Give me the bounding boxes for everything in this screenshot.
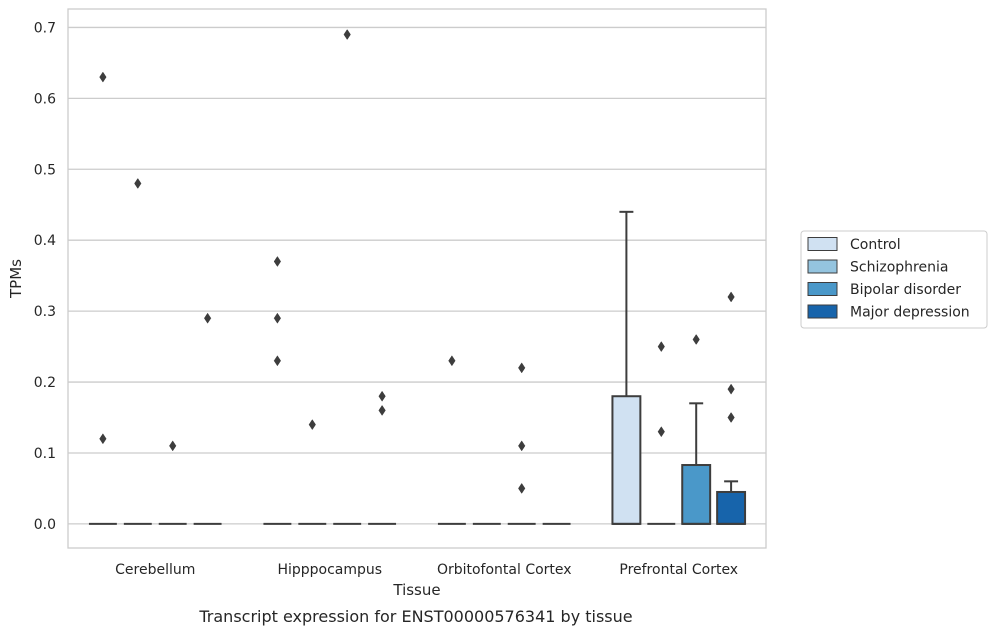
outlier-point <box>727 383 735 395</box>
outlier-point <box>343 29 351 40</box>
box-group <box>611 210 642 525</box>
outlier-point <box>99 433 107 445</box>
outlier-point <box>273 256 281 267</box>
y-tick-label: 0.3 <box>34 304 56 320</box>
outlier-point <box>692 334 700 345</box>
box-group <box>647 341 676 525</box>
box-group <box>333 29 362 525</box>
outlier-point <box>273 355 281 367</box>
outlier-point <box>727 412 735 423</box>
box-group <box>193 312 222 525</box>
y-tick-label: 0.7 <box>34 20 56 36</box>
y-tick-label: 0.4 <box>34 233 56 249</box>
box-group <box>158 440 187 525</box>
y-axis-label: TPMs <box>7 259 25 299</box>
outlier-point <box>378 404 386 416</box>
box-group <box>437 355 466 525</box>
outlier-point <box>727 291 735 303</box>
y-tick-label: 0.0 <box>34 517 56 533</box>
x-axis-ticks: Cerebellum Hipppocampus Orbitofontal Corte… <box>115 562 738 578</box>
box-group <box>263 256 292 525</box>
legend-label: Bipolar disorder <box>850 282 961 298</box>
y-tick-label: 0.5 <box>34 162 56 178</box>
outlier-point <box>518 362 526 374</box>
outlier-point <box>308 419 316 431</box>
box <box>611 395 642 525</box>
x-tick-label: Prefrontal Cortex <box>619 562 738 578</box>
legend-swatch <box>807 282 838 296</box>
box-marks <box>88 29 747 525</box>
x-axis-label: Tissue <box>392 581 440 599</box>
x-tick-label: Orbitofontal Cortex <box>437 562 572 578</box>
chart-caption: Transcript expression for ENST0000057634… <box>198 607 632 626</box>
box-group <box>368 390 397 525</box>
legend-label: Major depression <box>850 305 970 321</box>
outlier-point <box>448 355 456 367</box>
outlier-point <box>518 482 526 494</box>
outlier-point <box>518 440 526 452</box>
legend-swatch <box>807 237 838 251</box>
box <box>681 464 712 525</box>
legend-swatch <box>807 259 838 274</box>
outlier-point <box>657 341 665 353</box>
legend-label: Schizophrenia <box>850 260 948 276</box>
outlier-point <box>99 71 107 83</box>
box-group <box>123 178 152 525</box>
box <box>716 490 747 525</box>
outlier-point <box>378 390 386 402</box>
y-tick-label: 0.2 <box>34 375 56 391</box>
y-tick-label: 0.1 <box>34 446 56 462</box>
box-group <box>298 419 327 525</box>
outlier-point <box>134 178 142 189</box>
outlier-point <box>273 312 281 324</box>
outlier-point <box>204 312 212 324</box>
box-group <box>507 362 536 525</box>
outlier-point <box>169 440 177 452</box>
legend-label: Control <box>850 237 901 253</box>
outlier-point <box>657 426 665 438</box>
x-tick-label: Cerebellum <box>115 562 195 578</box>
y-tick-label: 0.6 <box>34 91 56 107</box>
plot-frame <box>67 8 767 549</box>
box-group <box>716 291 747 525</box>
legend: Control Schizophrenia Bipolar disorder Majo… <box>800 230 988 329</box>
box-group <box>681 334 712 525</box>
legend-frame <box>800 230 988 329</box>
y-axis-ticks: 0.0 0.1 0.2 0.3 0.4 0.5 0.6 0.7 <box>34 20 56 532</box>
legend-swatch <box>807 304 838 319</box>
x-tick-label: Hipppocampus <box>277 562 382 578</box>
box-group <box>88 71 117 525</box>
gridlines <box>68 26 766 525</box>
